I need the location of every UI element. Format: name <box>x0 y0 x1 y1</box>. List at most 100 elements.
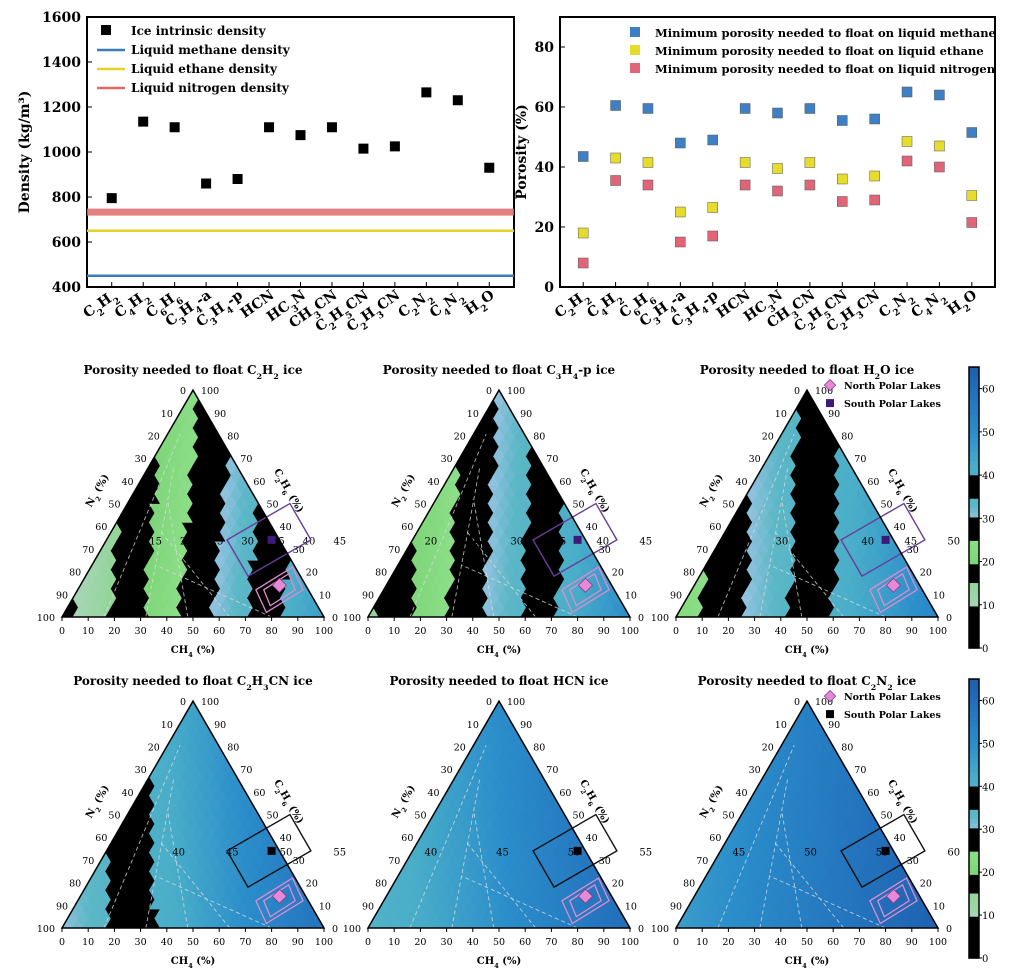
ch4-tick-label: 50 <box>493 626 505 637</box>
legend-north-label: North Polar Lakes <box>844 381 941 392</box>
contour-label: 35 <box>553 536 566 547</box>
ch4-tick-label: 50 <box>187 937 199 948</box>
colorbar-segment <box>969 446 979 452</box>
colorbar-segment <box>969 799 979 806</box>
c2h6-tick-label: 80 <box>841 431 853 442</box>
n2-tick-label: 40 <box>736 477 748 488</box>
porosity-chart: 020406080C2H2C4H2C6H6C3H4-aC3H4-pHCNHC3N… <box>514 16 996 339</box>
contour-label: 50 <box>280 847 293 858</box>
colorbar-segment <box>969 376 979 382</box>
colorbar-segment <box>969 493 979 499</box>
colorbar-segment <box>969 437 979 443</box>
contour-label: 40 <box>425 847 438 858</box>
colorbar-segment <box>969 920 979 927</box>
south-lakes-region <box>840 502 926 578</box>
colorbar-segment <box>969 638 979 644</box>
colorbar-segment <box>969 790 979 796</box>
colorbar-segment <box>969 855 979 861</box>
n2-tick-label: 60 <box>401 522 413 533</box>
colorbar-segment <box>969 730 979 736</box>
colorbar-segment <box>969 888 979 894</box>
ch4-tick-label: 40 <box>467 626 479 637</box>
colorbar-segment <box>969 629 979 635</box>
n2-tick-label: 0 <box>486 386 492 397</box>
porosity-point <box>675 137 686 149</box>
x-tick-label: C2H3CN <box>344 287 406 339</box>
porosity-point <box>966 217 978 228</box>
colorbar-segment <box>969 577 979 584</box>
colorbar-segment <box>969 432 979 438</box>
porosity-point <box>869 113 880 125</box>
ch4-tick-label: 80 <box>266 937 278 948</box>
colorbar-segment <box>969 587 979 593</box>
n2-tick-label: 80 <box>69 568 81 579</box>
y-tick-label: 80 <box>535 40 555 56</box>
y-tick-label: 400 <box>52 280 81 296</box>
contour-label: 30 <box>241 536 254 547</box>
porosity-point <box>837 196 848 207</box>
south-lakes-region <box>532 502 618 578</box>
y-tick-label: 60 <box>535 100 555 116</box>
north-polar-point <box>271 577 288 593</box>
colorbar-segment <box>969 930 979 936</box>
c2h6-tick-label: 0 <box>946 613 952 624</box>
ternary-plot: 4550556000010101020202030303040404050505… <box>651 674 960 970</box>
n2-tick-label: 90 <box>362 590 374 601</box>
n2-tick-label: 70 <box>82 545 94 556</box>
contour-label: 30 <box>510 536 523 547</box>
porosity-point <box>577 227 589 239</box>
ch4-tick-label: 10 <box>696 937 708 948</box>
c2h6-tick-label: 40 <box>894 522 906 533</box>
north-lakes-region <box>262 572 296 607</box>
colorbar-segment <box>969 753 979 759</box>
contour-label: 35 <box>272 536 285 547</box>
colorbar-segment <box>969 711 979 717</box>
colorbar-segment <box>969 892 979 899</box>
colorbars: 0 10 20 30 40 50 60 0 10 20 30 40 50 60 <box>968 366 995 965</box>
porosity-point <box>804 157 816 168</box>
n2-tick-label: 50 <box>108 811 120 822</box>
ch4-tick-label: 0 <box>365 626 371 637</box>
colorbar-segment <box>969 423 979 429</box>
x-tick-label: C2H5CN <box>791 287 853 339</box>
colorbar-segment <box>969 776 979 782</box>
colorbar-tick-label: 30 <box>982 825 995 836</box>
contour-line <box>473 499 495 618</box>
y-tick-label: 800 <box>52 190 81 206</box>
x-tick-label: C3H4-a <box>163 287 217 334</box>
colorbar-segment <box>969 591 979 598</box>
ch4-tick-label: 0 <box>59 626 65 637</box>
contour-line <box>451 466 481 618</box>
porosity-point <box>739 103 751 114</box>
colorbar-segment <box>969 601 979 607</box>
contour-label: 35 <box>818 536 831 547</box>
legend-north-label: North Polar Lakes <box>844 692 941 703</box>
y-tick-label: 20 <box>535 220 555 236</box>
porosity-point <box>934 140 945 152</box>
contour-line <box>167 499 189 618</box>
y-tick-label: 0 <box>544 280 554 296</box>
colorbar-tick-label: 20 <box>982 868 995 879</box>
contour-line <box>759 466 789 618</box>
ch4-tick-label: 70 <box>853 626 865 637</box>
c2h6-tick-label: 90 <box>828 720 840 731</box>
c2h6-tick-label: 90 <box>214 409 226 420</box>
ch4-tick-label: 100 <box>929 626 947 637</box>
south-polar-point <box>267 535 276 544</box>
contour-label: 40 <box>596 536 609 547</box>
n2-tick-label: 80 <box>683 568 695 579</box>
porosity-point <box>772 185 783 197</box>
colorbar-segment <box>969 540 979 546</box>
south-polar-point <box>267 846 276 855</box>
n2-tick-label: 70 <box>388 545 400 556</box>
north-lakes-region <box>255 877 304 925</box>
colorbar-segment <box>969 758 979 764</box>
c2h6-tick-label: 0 <box>638 924 644 935</box>
colorbar-segment <box>969 512 979 518</box>
colorbar-tick-label: 50 <box>982 739 995 750</box>
c2h6-tick-label: 60 <box>559 477 571 488</box>
ch4-tick-label: 60 <box>519 626 531 637</box>
legend-label: Liquid ethane density <box>131 62 278 76</box>
ch4-tick-label: 10 <box>696 626 708 637</box>
